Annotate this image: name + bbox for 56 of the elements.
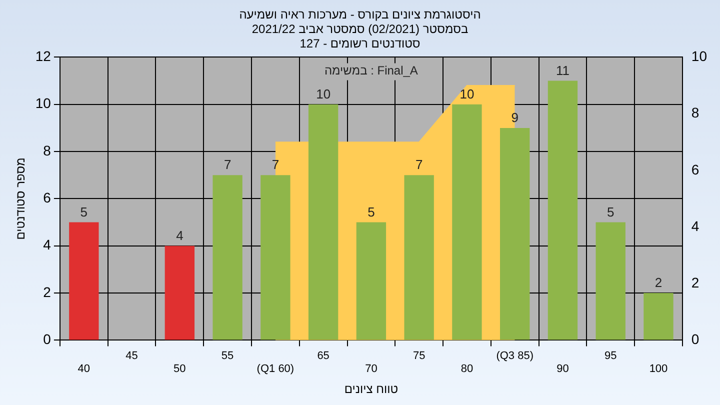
data-label: 7 xyxy=(224,157,232,172)
y-tick-label: 10 xyxy=(35,95,52,112)
x-tick-label: 55 xyxy=(221,350,234,362)
bar xyxy=(212,175,242,340)
data-label: 10 xyxy=(316,86,331,102)
bar xyxy=(452,104,482,340)
y2-tick-label: 4 xyxy=(691,218,700,234)
y2-tick-label: 2 xyxy=(691,274,700,290)
x-tick-label: 40 xyxy=(78,363,90,376)
text: בסמסטר (02/2021) סמסטר אביב 2021/22 xyxy=(252,22,468,36)
data-label: 2 xyxy=(654,275,662,290)
annotation: במשימה : Final_A xyxy=(324,64,418,78)
x-tick-label: 80 xyxy=(460,363,474,376)
x-tick-label: 65 xyxy=(317,350,330,362)
x-tick-label: 95 xyxy=(604,350,617,362)
y-tick-label: 12 xyxy=(35,48,52,64)
data-label: 7 xyxy=(415,157,423,172)
x-tick-label: 70 xyxy=(365,363,378,376)
y-tick-label: 0 xyxy=(43,331,52,348)
bar xyxy=(644,293,674,340)
y-tick-label: 2 xyxy=(43,284,52,300)
bar xyxy=(164,246,195,340)
data-label: 5 xyxy=(368,204,375,220)
data-label: 10 xyxy=(460,86,474,102)
x-axis-title: טווח ציונים xyxy=(344,382,398,396)
y-axis-title: מספר סטודנטים xyxy=(14,158,28,240)
data-label: 4 xyxy=(176,228,184,243)
text: היסטוגרמת ציונים בקורס - מערכות ראיה ושמיעה xyxy=(239,8,481,22)
y-tick-label: 4 xyxy=(43,236,52,253)
x-tick-label: (Q1 60) xyxy=(256,363,294,376)
x-tick-label: 50 xyxy=(174,363,186,376)
data-label: 9 xyxy=(511,110,518,126)
y2-tick-label: 8 xyxy=(691,104,700,121)
x-tick-label: (Q3 85) xyxy=(496,350,534,362)
x-tick-label: 90 xyxy=(556,363,569,376)
data-label: 5 xyxy=(606,204,614,220)
text: סטודנטים רשומים - 127 xyxy=(300,36,420,50)
bar xyxy=(404,175,434,340)
bar xyxy=(500,128,530,340)
bar xyxy=(548,80,578,340)
x-tick-label: 75 xyxy=(412,350,426,362)
y2-tick-label: 6 xyxy=(691,161,700,178)
bar xyxy=(356,222,386,340)
data-label: 5 xyxy=(80,204,88,220)
data-label: 7 xyxy=(272,157,280,172)
data-label: 11 xyxy=(556,62,570,78)
x-tick-label: 45 xyxy=(126,350,138,362)
bar xyxy=(260,175,290,340)
y-tick-label: 8 xyxy=(43,142,52,158)
y2-tick-label: 10 xyxy=(691,48,708,64)
y-tick-label: 6 xyxy=(43,190,52,206)
x-tick-label: 100 xyxy=(649,363,668,376)
bar xyxy=(596,222,626,340)
bar xyxy=(69,222,99,340)
y2-tick-label: 0 xyxy=(691,331,700,348)
bar xyxy=(308,104,338,340)
